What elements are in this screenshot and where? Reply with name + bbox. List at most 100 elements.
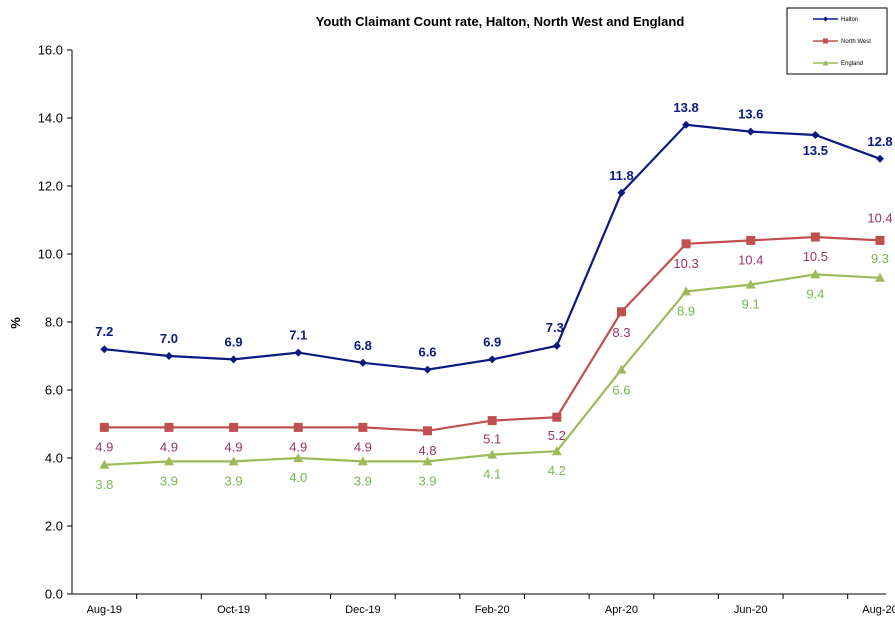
data-label-halton: 13.6 bbox=[738, 107, 763, 122]
legend-entry-halton: Halton bbox=[813, 16, 858, 23]
x-tick-label: Apr-20 bbox=[605, 604, 638, 616]
data-label-north-west: 5.1 bbox=[483, 432, 501, 447]
data-point-halton bbox=[164, 352, 173, 360]
data-point-halton bbox=[100, 345, 109, 354]
data-label-england: 3.9 bbox=[160, 473, 178, 488]
data-label-england: 9.1 bbox=[742, 297, 760, 312]
data-label-halton: 13.5 bbox=[803, 143, 828, 158]
data-point-north-west bbox=[552, 412, 562, 422]
data-label-north-west: 4.9 bbox=[95, 439, 113, 454]
data-point-north-west bbox=[99, 422, 109, 432]
data-label-england: 4.0 bbox=[289, 470, 307, 485]
data-point-halton bbox=[682, 120, 691, 129]
data-point-halton bbox=[358, 358, 367, 367]
data-label-halton: 7.0 bbox=[160, 331, 178, 346]
x-tick-label: Oct-19 bbox=[217, 604, 250, 616]
data-label-halton: 6.9 bbox=[225, 334, 243, 349]
data-point-england bbox=[810, 269, 821, 279]
legend-label: North West bbox=[841, 39, 871, 45]
data-label-england: 9.4 bbox=[806, 286, 824, 301]
data-point-england bbox=[228, 456, 239, 466]
legend-entry-england: England bbox=[813, 60, 863, 67]
data-point-north-west bbox=[681, 239, 691, 249]
data-label-north-west: 10.4 bbox=[738, 252, 763, 267]
data-point-halton bbox=[488, 355, 497, 364]
x-tick-label: Feb-20 bbox=[475, 604, 510, 616]
data-point-north-west bbox=[293, 422, 303, 432]
data-label-england: 3.9 bbox=[225, 473, 243, 488]
data-label-north-west: 10.5 bbox=[803, 249, 828, 264]
y-tick-label: 4.0 bbox=[45, 451, 63, 466]
data-point-england bbox=[163, 456, 174, 466]
series-halton: 7.2 7.0 6.9 7.1 6.8 6.6 6.9 7.3 11.8 13.8 13.6 13.5… bbox=[95, 100, 893, 374]
data-label-england: 6.6 bbox=[612, 383, 630, 398]
x-tick-label: Aug-20 bbox=[862, 604, 895, 616]
data-point-halton bbox=[294, 348, 303, 357]
data-point-halton bbox=[746, 127, 755, 136]
x-tick-label: Jun-20 bbox=[734, 604, 768, 616]
y-tick-label: 0.0 bbox=[45, 587, 63, 602]
data-label-england: 3.9 bbox=[418, 473, 436, 488]
data-point-north-west bbox=[616, 307, 626, 317]
y-tick-label: 8.0 bbox=[45, 315, 63, 330]
data-label-halton: 6.8 bbox=[354, 338, 372, 353]
legend-label: Halton bbox=[841, 17, 858, 23]
series-layer: 7.2 7.0 6.9 7.1 6.8 6.6 6.9 7.3 11.8 13.8 13.6 13.5… bbox=[95, 100, 892, 492]
data-point-england bbox=[422, 456, 433, 466]
legend-marker bbox=[823, 16, 828, 22]
series-england: 3.8 3.9 3.9 4.0 3.9 3.9 4.1 4.2 6.6 8.9 9.1 9.4 9.3 bbox=[95, 251, 889, 492]
data-label-england: 9.3 bbox=[871, 251, 889, 266]
data-point-halton bbox=[876, 154, 884, 163]
data-point-england bbox=[551, 446, 562, 456]
legend-label: England bbox=[841, 61, 863, 67]
y-tick-label: 10.0 bbox=[38, 247, 63, 262]
data-label-england: 3.9 bbox=[354, 473, 372, 488]
data-point-north-west bbox=[487, 416, 497, 426]
data-point-halton bbox=[811, 131, 820, 139]
data-point-england bbox=[616, 364, 627, 374]
data-label-halton: 11.8 bbox=[609, 168, 634, 183]
series-north-west: 4.9 4.9 4.9 4.9 4.9 4.8 5.1 5.2 8.3 10.3 10.4 10.5 1… bbox=[95, 210, 892, 457]
data-point-england bbox=[745, 279, 756, 289]
data-label-north-west: 4.9 bbox=[289, 439, 307, 454]
data-point-north-west bbox=[423, 426, 433, 436]
data-point-halton bbox=[617, 188, 626, 197]
data-point-england bbox=[293, 453, 304, 462]
data-label-england: 8.9 bbox=[677, 303, 695, 318]
x-tick-label: Dec-19 bbox=[345, 604, 380, 616]
data-label-halton: 12.8 bbox=[867, 134, 892, 149]
data-label-halton: 7.2 bbox=[95, 324, 113, 339]
data-label-north-west: 4.9 bbox=[354, 439, 372, 454]
data-point-england bbox=[875, 272, 885, 282]
data-label-halton: 7.1 bbox=[289, 328, 307, 343]
series-line-halton bbox=[104, 123, 881, 371]
y-tick-label: 12.0 bbox=[38, 179, 63, 194]
data-point-north-west bbox=[810, 232, 820, 242]
data-point-england bbox=[99, 459, 110, 469]
y-axis-label: % bbox=[8, 317, 23, 329]
data-point-england bbox=[487, 449, 498, 459]
data-point-north-west bbox=[358, 422, 368, 432]
data-point-north-west bbox=[746, 235, 756, 245]
data-label-north-west: 4.9 bbox=[225, 439, 243, 454]
y-tick-label: 6.0 bbox=[45, 383, 63, 398]
data-label-halton: 6.9 bbox=[483, 334, 501, 349]
data-point-england bbox=[357, 456, 368, 466]
data-label-halton: 7.3 bbox=[546, 320, 564, 335]
data-label-england: 3.8 bbox=[95, 477, 113, 492]
data-point-halton bbox=[423, 365, 432, 374]
data-label-north-west: 10.4 bbox=[867, 210, 892, 225]
chart-title: Youth Claimant Count rate, Halton, North… bbox=[316, 14, 685, 29]
axes: 0.0 2.0 4.0 6.0 8.0 10.0 12.0 14.0 16.0 Aug-19 Oct… bbox=[38, 43, 895, 617]
data-label-halton: 6.6 bbox=[418, 345, 436, 360]
data-label-north-west: 8.3 bbox=[612, 325, 630, 340]
data-point-halton bbox=[229, 355, 238, 364]
data-point-halton bbox=[552, 341, 561, 350]
data-point-england bbox=[681, 286, 692, 296]
y-tick-label: 2.0 bbox=[45, 519, 63, 534]
y-tick-label: 16.0 bbox=[38, 43, 63, 58]
x-tick-label: Aug-19 bbox=[87, 604, 122, 616]
legend: Halton North West England bbox=[786, 7, 888, 75]
data-label-north-west: 4.9 bbox=[160, 439, 178, 454]
